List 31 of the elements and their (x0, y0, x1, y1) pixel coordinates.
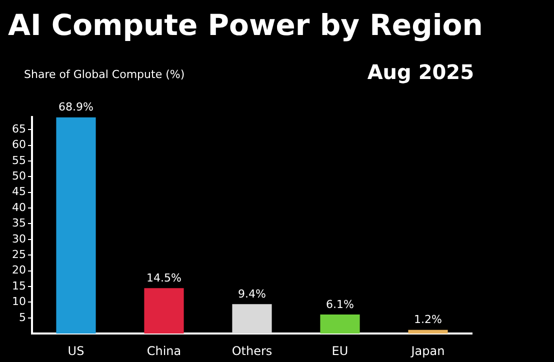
y-tick-label: 35 (12, 216, 26, 230)
y-tick-label: 50 (12, 170, 26, 183)
x-tick-label: EU (332, 344, 348, 358)
bar (56, 117, 96, 334)
chart-subtitle: Aug 2025 (367, 60, 474, 84)
bar (320, 314, 360, 334)
bar (408, 330, 448, 334)
y-tick-label: 25 (12, 248, 26, 261)
y-tick-label: 55 (12, 154, 26, 167)
bar (144, 288, 184, 334)
y-tick-label: 30 (12, 232, 26, 246)
x-tick-label: Japan (410, 344, 445, 358)
y-tick-label: 40 (12, 200, 26, 214)
y-axis-title: Share of Global Compute (%) (24, 68, 185, 81)
y-tick-label: 5 (18, 310, 26, 324)
data-label: 9.4% (238, 287, 266, 300)
y-tick-label: 45 (12, 185, 26, 198)
y-tick-label: 15 (12, 279, 26, 292)
x-tick-label: Others (232, 344, 272, 358)
y-tick-label: 20 (12, 264, 26, 277)
x-tick-label: China (146, 344, 182, 358)
y-tick-label: 10 (12, 295, 26, 308)
data-label: 14.5% (146, 271, 182, 284)
x-tick-label: US (68, 344, 84, 358)
y-tick-label: 65 (12, 122, 26, 136)
y-tick-label: 60 (12, 138, 26, 152)
bar (232, 304, 272, 334)
chart-title: AI Compute Power by Region (8, 8, 483, 42)
data-label: 6.1% (326, 298, 354, 311)
data-label: 68.9% (58, 100, 94, 114)
data-label: 1.2% (414, 313, 442, 326)
